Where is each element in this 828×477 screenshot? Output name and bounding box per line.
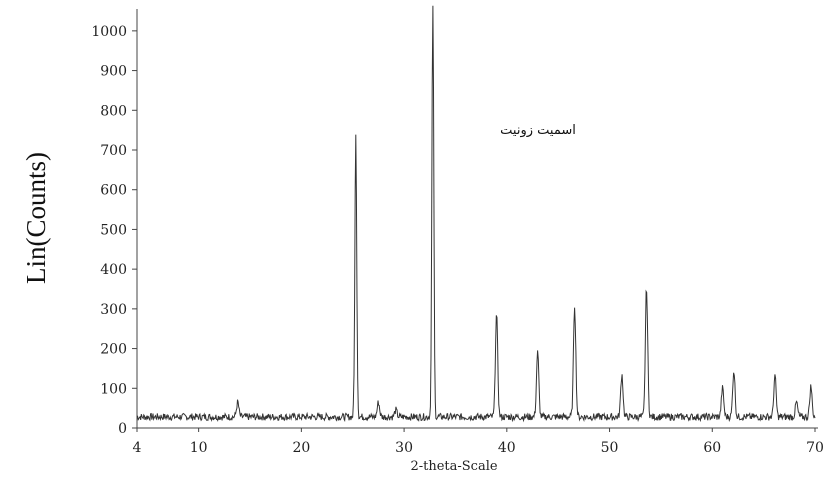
y-tick-label: 700 (100, 143, 127, 159)
y-tick-label: 900 (100, 64, 127, 80)
y-tick-label: 800 (100, 103, 127, 119)
x-tick-label: 50 (601, 440, 619, 456)
x-tick-label: 10 (190, 440, 208, 456)
y-tick-label: 600 (100, 183, 127, 199)
y-tick-label: 0 (118, 421, 127, 437)
x-axis-title: 2-theta-Scale (410, 459, 497, 474)
y-tick-label: 400 (100, 262, 127, 278)
y-tick-label: 200 (100, 342, 127, 358)
diffraction-pattern-line (136, 5, 816, 423)
y-tick-label: 300 (100, 302, 127, 318)
x-tick-label: 30 (395, 440, 413, 456)
y-axis: 0 100 200 300 400 500 600 700 800 900 1000 (91, 24, 137, 437)
y-tick-label: 500 (100, 222, 127, 238)
plot-area (136, 9, 818, 429)
chart-annotation: اسمیت زونیت (500, 123, 576, 138)
x-tick-label: 4 (133, 440, 142, 456)
x-axis: 4 10 20 30 40 50 60 70 (133, 428, 824, 456)
x-tick-label: 40 (498, 440, 516, 456)
y-tick-label: 1000 (91, 24, 127, 40)
y-tick-label: 100 (100, 381, 127, 397)
x-tick-label: 70 (806, 440, 824, 456)
x-tick-label: 20 (292, 440, 310, 456)
x-tick-label: 60 (703, 440, 721, 456)
y-axis-title: Lin(Counts) (21, 152, 51, 284)
